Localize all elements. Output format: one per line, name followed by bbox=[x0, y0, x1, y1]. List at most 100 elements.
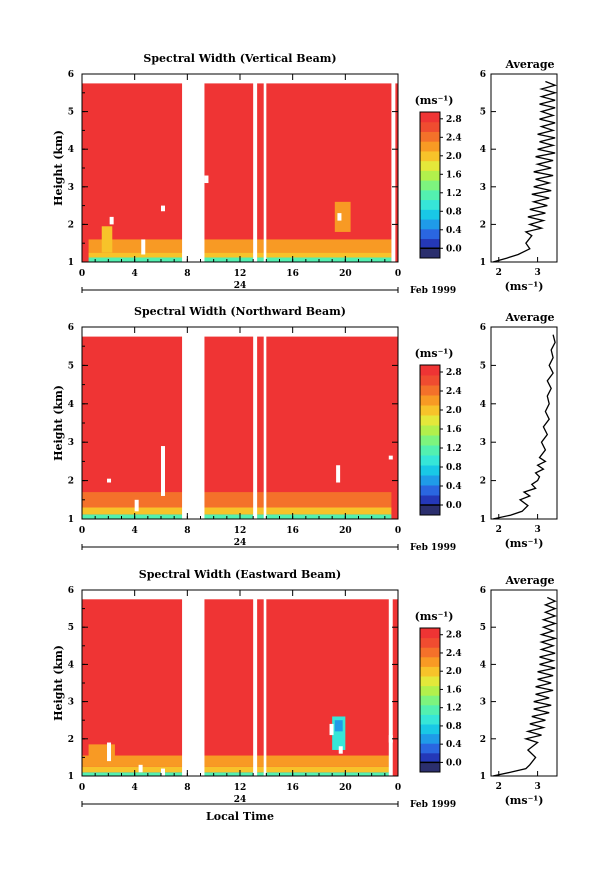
average-y-tick-label: 1 bbox=[480, 515, 486, 525]
average-y-tick-label: 2 bbox=[480, 477, 486, 487]
colorbar-segment bbox=[420, 647, 440, 658]
y-tick-label: 1 bbox=[68, 258, 74, 268]
colorbar-segment bbox=[420, 676, 440, 687]
colorbar-segment bbox=[420, 637, 440, 648]
colorbar-segment bbox=[420, 695, 440, 706]
data-gap bbox=[263, 82, 267, 263]
data-gap bbox=[182, 335, 205, 519]
colorbar-segment bbox=[420, 762, 440, 773]
colorbar-tick-label: 0.0 bbox=[446, 758, 462, 768]
panel-1: Spectral Width (Vertical Beam)123456Heig… bbox=[52, 52, 558, 296]
missing-cell bbox=[109, 216, 114, 225]
missing-cell bbox=[107, 742, 112, 762]
data-gap bbox=[253, 598, 258, 776]
x-tick-label: 0 bbox=[79, 526, 85, 536]
x-tick-label: 0 bbox=[395, 783, 401, 793]
colorbar-segment bbox=[420, 189, 440, 201]
heatmap-layer bbox=[82, 772, 392, 776]
colorbar-segment bbox=[420, 385, 440, 396]
missing-cell bbox=[134, 499, 139, 512]
colorbar-segment bbox=[420, 714, 440, 725]
average-x-tick-label: 3 bbox=[534, 525, 540, 535]
average-y-tick-label: 5 bbox=[480, 361, 486, 371]
heatmap-layer bbox=[101, 226, 113, 253]
x-tick-label: 4 bbox=[132, 526, 138, 536]
x-tick-label: 12 bbox=[234, 783, 247, 793]
heatmap-layer bbox=[88, 252, 392, 258]
colorbar-segment bbox=[420, 248, 440, 259]
x-tick-label: 4 bbox=[132, 783, 138, 793]
average-y-tick-label: 5 bbox=[480, 108, 486, 118]
heatmap-layer bbox=[82, 492, 392, 508]
average-y-tick-label: 4 bbox=[480, 145, 486, 155]
x-tick-label: 8 bbox=[184, 269, 190, 279]
colorbar-frame bbox=[419, 627, 441, 773]
colorbar-segment bbox=[420, 121, 440, 132]
panel-title: Spectral Width (Northward Beam) bbox=[134, 305, 346, 318]
y-tick-label: 5 bbox=[68, 623, 74, 633]
missing-cell bbox=[336, 465, 341, 483]
y-axis-label: Height (km) bbox=[52, 130, 65, 206]
colorbar-frame bbox=[419, 364, 441, 516]
data-gap bbox=[391, 82, 396, 263]
y-tick-label: 3 bbox=[68, 183, 74, 193]
colorbar-segment bbox=[420, 435, 440, 446]
colorbar-tick-label: 0.8 bbox=[446, 207, 462, 217]
colorbar-segment bbox=[420, 199, 440, 210]
colorbar-segment bbox=[420, 131, 440, 142]
data-gap bbox=[388, 598, 393, 776]
y-axis-label: Height (km) bbox=[52, 645, 65, 721]
heatmap-field bbox=[82, 336, 398, 519]
colorbar-tick-label: 1.6 bbox=[446, 170, 462, 180]
average-x-label: (ms⁻¹) bbox=[505, 280, 544, 293]
y-tick-label: 6 bbox=[68, 323, 74, 333]
colorbar-tick-label: 2.0 bbox=[446, 406, 462, 416]
average-x-tick-label: 2 bbox=[496, 268, 502, 278]
average-y-tick-label: 4 bbox=[480, 660, 486, 670]
missing-cell bbox=[161, 205, 165, 212]
colorbar-tick-label: 2.4 bbox=[446, 387, 462, 397]
colorbar-segment bbox=[420, 445, 440, 456]
colorbar-tick-label: 0.8 bbox=[446, 463, 462, 473]
average-y-tick-label: 3 bbox=[480, 698, 486, 708]
average-frame bbox=[490, 326, 558, 520]
average-y-tick-label: 1 bbox=[480, 772, 486, 782]
average-frame bbox=[490, 73, 558, 263]
heatmap-field bbox=[82, 83, 398, 263]
colorbar-segment bbox=[420, 465, 440, 476]
average-y-tick-label: 1 bbox=[480, 258, 486, 268]
colorbar-segment bbox=[420, 685, 440, 696]
panel-3: Spectral Width (Eastward Beam)123456Heig… bbox=[52, 568, 558, 823]
average-frame bbox=[490, 589, 558, 777]
data-gap bbox=[182, 598, 205, 776]
missing-cell bbox=[204, 175, 209, 184]
colorbar-tick-label: 2.8 bbox=[446, 631, 462, 641]
colorbar-segment bbox=[420, 666, 440, 677]
colorbar-segment bbox=[420, 209, 440, 220]
missing-cell bbox=[338, 746, 343, 754]
month-label: Feb 1999 bbox=[410, 543, 456, 553]
y-tick-label: 1 bbox=[68, 515, 74, 525]
panel-title: Spectral Width (Eastward Beam) bbox=[139, 568, 341, 581]
colorbar-segment bbox=[420, 743, 440, 754]
colorbar-tick-label: 2.8 bbox=[446, 368, 462, 378]
average-x-tick-label: 2 bbox=[496, 782, 502, 792]
average-y-tick-label: 4 bbox=[480, 400, 486, 410]
date-label: 24 bbox=[234, 795, 247, 805]
average-x-label: (ms⁻¹) bbox=[505, 537, 544, 550]
colorbar-segment bbox=[420, 141, 440, 152]
colorbar-segment bbox=[420, 724, 440, 735]
average-y-tick-label: 5 bbox=[480, 623, 486, 633]
x-tick-label: 12 bbox=[234, 526, 247, 536]
y-tick-label: 6 bbox=[68, 586, 74, 596]
colorbar-segment bbox=[420, 485, 440, 496]
colorbar-segment bbox=[420, 405, 440, 416]
average-title: Average bbox=[504, 311, 554, 324]
colorbar-segment bbox=[420, 425, 440, 436]
colorbar-segment bbox=[420, 160, 440, 171]
average-y-tick-label: 2 bbox=[480, 735, 486, 745]
colorbar-segment bbox=[420, 455, 440, 466]
panel-title: Spectral Width (Vertical Beam) bbox=[143, 52, 336, 65]
average-y-tick-label: 6 bbox=[480, 323, 486, 333]
